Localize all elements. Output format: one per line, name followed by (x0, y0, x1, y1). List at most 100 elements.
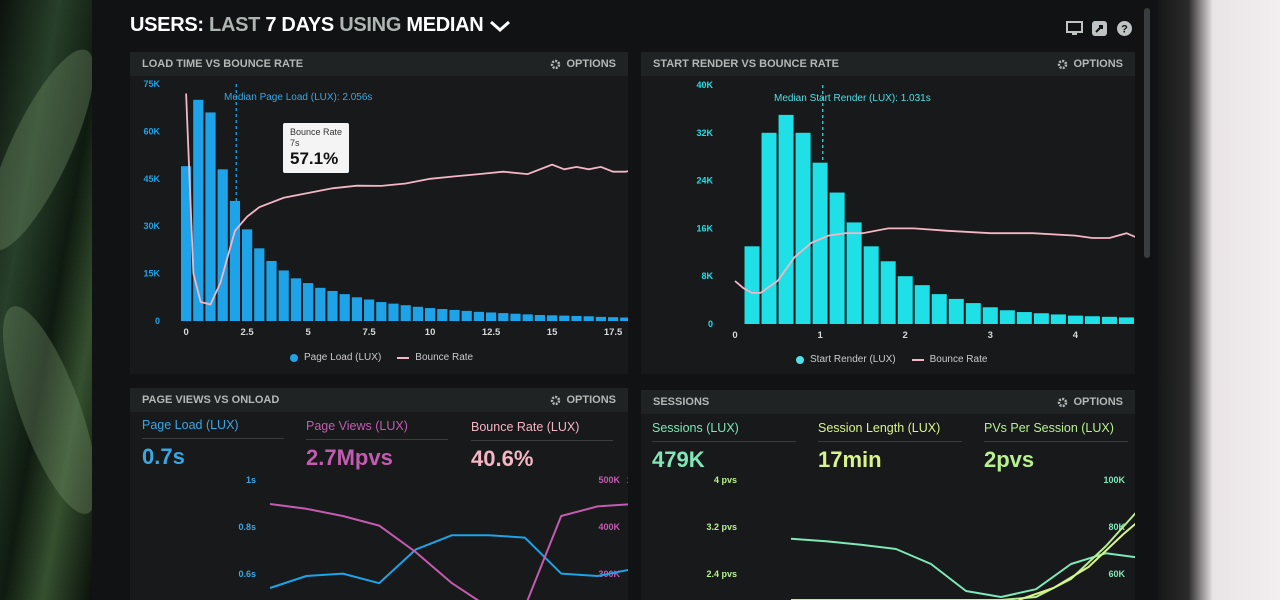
x-tick-label: 12.5 (482, 327, 501, 338)
options-button[interactable]: OPTIONS (550, 394, 616, 406)
panel-title: SESSIONS (653, 396, 710, 408)
options-button[interactable]: OPTIONS (550, 58, 616, 70)
series-line (269, 534, 628, 589)
dashboard-screen: USERS: LAST 7 DAYS USING MEDIAN ? LOAD T… (92, 0, 1158, 600)
histogram-bar (376, 302, 387, 321)
histogram-bar (278, 270, 289, 321)
kpi-value: 40.6% (471, 446, 534, 471)
header-icons: ? (1066, 20, 1133, 37)
histogram-bar (931, 294, 947, 324)
y2-tick-label: 80K (1108, 522, 1125, 532)
kpi-label: Bounce Rate (LUX) (471, 420, 613, 441)
x-tick-label: 2 (903, 330, 908, 341)
y-tick-label: 32K (696, 128, 713, 138)
histogram-bar (608, 317, 619, 321)
monitor-bezel (1158, 0, 1280, 600)
monitor-icon[interactable] (1066, 20, 1083, 37)
share-icon[interactable] (1091, 20, 1108, 37)
histogram-bar (761, 132, 777, 324)
histogram-bar (1067, 315, 1083, 324)
legend-item[interactable]: Bounce Rate (929, 354, 988, 365)
panel-title: START RENDER VS BOUNCE RATE (653, 58, 839, 70)
y2-tick-label: 400K (598, 522, 620, 532)
histogram-bar (388, 303, 399, 321)
series-line (791, 512, 1135, 600)
legend-item[interactable]: Bounce Rate (415, 352, 474, 363)
y2-tick-label: 100% (627, 475, 628, 485)
histogram-bar (880, 261, 896, 324)
svg-text:?: ? (1121, 24, 1128, 36)
histogram-bar (914, 285, 930, 324)
histogram-bar (473, 311, 484, 321)
legend: Start Render (LUX) Bounce Rate (796, 354, 987, 365)
y2-tick-label: 100K (1103, 475, 1125, 485)
histogram-bar (461, 310, 472, 321)
histogram-bar (327, 290, 338, 321)
series-line (1018, 522, 1135, 600)
legend-dot-icon (290, 353, 298, 362)
histogram-bar (486, 312, 497, 321)
bounce-rate-line (734, 227, 1135, 294)
y-tick-label: 15K (143, 269, 160, 279)
bounce-rate-line (185, 93, 628, 306)
legend-line-icon (397, 356, 410, 359)
options-button[interactable]: OPTIONS (1057, 396, 1123, 408)
histogram-bar (812, 162, 828, 324)
legend-item[interactable]: Start Render (LUX) (810, 354, 896, 365)
series-line (790, 537, 1135, 598)
chart-page-views: 1s0.8s0.6s500K400K300K100%80%60% (238, 475, 628, 600)
kpi-value: 0.7s (142, 444, 185, 469)
y-tick-label: 60K (143, 126, 160, 136)
histogram-bar (181, 166, 192, 321)
histogram-bar (571, 315, 582, 321)
panel-page-views: PAGE VIEWS VS ONLOAD OPTIONS (130, 388, 628, 600)
histogram-bar (846, 222, 862, 324)
gear-icon (551, 395, 561, 405)
title-days: 7 DAYS (265, 14, 334, 36)
histogram-bar (547, 315, 558, 321)
x-tick-label: 17.5 (604, 327, 623, 338)
histogram-bar (829, 192, 845, 324)
median-label: Median Page Load (LUX): 2.056s (224, 92, 373, 103)
histogram-bar (315, 287, 326, 321)
histogram-bar (982, 307, 998, 324)
histogram-bar (863, 246, 879, 324)
histogram-bar (897, 276, 913, 324)
histogram-bar (364, 299, 375, 321)
histogram-bar (559, 315, 570, 321)
y-tick-label: 0 (708, 319, 713, 329)
histogram-bar (205, 112, 216, 321)
histogram-bar (1118, 317, 1134, 324)
chevron-down-icon[interactable] (489, 19, 511, 33)
histogram-bar (266, 260, 277, 321)
kpi-label: Page Load (LUX) (142, 418, 284, 439)
histogram-bar (254, 248, 265, 321)
legend-item[interactable]: Page Load (LUX) (304, 352, 382, 363)
y-tick-label: 3.2 pvs (706, 522, 737, 532)
help-icon[interactable]: ? (1116, 20, 1133, 37)
histogram-bar (778, 114, 794, 324)
histogram-bar (999, 310, 1015, 324)
legend-line-icon (911, 358, 924, 361)
panel-sessions: SESSIONS OPTIONS (641, 390, 1135, 600)
histogram-bar (795, 132, 811, 324)
scrollbar[interactable] (1144, 8, 1150, 258)
x-tick-label: 2.5 (240, 327, 254, 338)
histogram-bar (1033, 313, 1049, 324)
options-label: OPTIONS (566, 58, 616, 70)
y-tick-label: 0.6s (238, 569, 256, 579)
tooltip-value: 57.1% (290, 149, 339, 168)
kpi-label: Session Length (LUX) (818, 421, 962, 442)
histogram-bar (744, 246, 760, 324)
y-tick-label: 4 pvs (714, 475, 737, 485)
histogram-bar (510, 313, 521, 321)
panel-header: LOAD TIME VS BOUNCE RATE OPTIONS (130, 52, 628, 76)
x-tick-label: 4 (1073, 330, 1079, 341)
histogram-bar (449, 309, 460, 321)
page-title[interactable]: USERS: LAST 7 DAYS USING MEDIAN (130, 14, 511, 37)
options-button[interactable]: OPTIONS (1057, 58, 1123, 70)
y-tick-label: 2.4 pvs (706, 569, 737, 579)
x-tick-label: 3 (988, 330, 993, 341)
